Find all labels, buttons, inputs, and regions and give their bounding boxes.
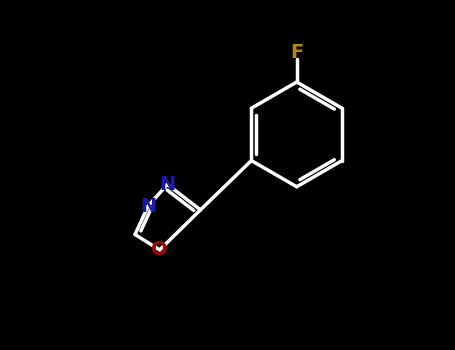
Text: F: F bbox=[290, 43, 303, 62]
Text: N: N bbox=[140, 196, 156, 216]
Text: O: O bbox=[152, 240, 168, 259]
Text: N: N bbox=[159, 175, 176, 194]
